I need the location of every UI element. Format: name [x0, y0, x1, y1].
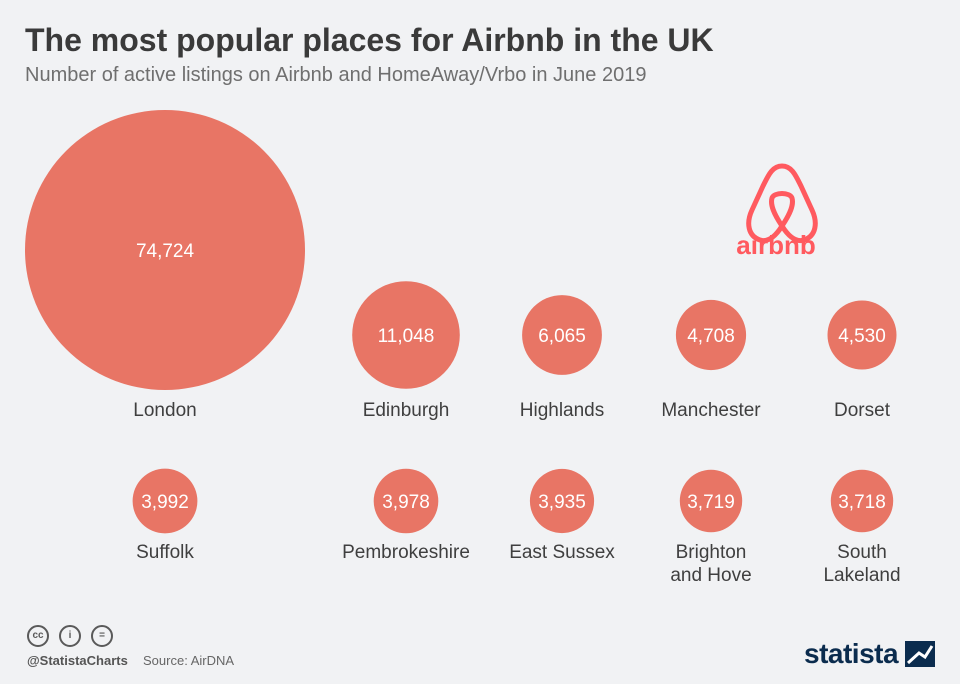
- cc-icon: cc: [27, 625, 49, 647]
- bubble-chart: 74,724 London 11,048 Edinburgh 6,065 Highland…: [25, 110, 901, 586]
- footer-handle: @StatistaCharts: [27, 653, 128, 668]
- bubble-manchester: [675, 299, 747, 371]
- category-label-brighton-and-hove: Brighton: [676, 542, 747, 563]
- bubble-east-sussex: [529, 468, 595, 534]
- airbnb-wordmark: airbnb: [736, 230, 815, 260]
- bubble-brighton-and-hove: [679, 469, 743, 533]
- bubble-london: [25, 110, 305, 390]
- value-label-dorset: 4,530: [838, 326, 886, 347]
- bubble-pembrokeshire: [373, 468, 439, 534]
- footer-source: Source: AirDNA: [143, 653, 235, 668]
- value-label-manchester: 4,708: [687, 326, 735, 347]
- category-label-south-lakeland: Lakeland: [823, 565, 900, 586]
- bubble-suffolk: [132, 468, 198, 534]
- attribution-icon: i: [59, 625, 81, 647]
- category-label-east-sussex: East Sussex: [509, 542, 615, 563]
- chart-subtitle: Number of active listings on Airbnb and …: [25, 64, 647, 86]
- category-label-dorset: Dorset: [834, 400, 891, 421]
- category-label-highlands: Highlands: [520, 400, 605, 421]
- value-label-south-lakeland: 3,718: [838, 492, 886, 513]
- statista-mark-icon: [905, 641, 935, 667]
- category-label-london: London: [133, 400, 196, 421]
- category-label-pembrokeshire: Pembrokeshire: [342, 542, 470, 563]
- category-label-edinburgh: Edinburgh: [363, 400, 450, 421]
- value-label-east-sussex: 3,935: [538, 492, 586, 513]
- bubble-edinburgh: [352, 281, 460, 389]
- category-label-south-lakeland: South: [837, 542, 887, 563]
- no-derivatives-icon: =: [91, 625, 113, 647]
- value-label-edinburgh: 11,048: [378, 326, 435, 347]
- bubble-dorset: [827, 300, 897, 370]
- value-label-pembrokeshire: 3,978: [382, 492, 430, 513]
- bubble-layer: 74,724 London 11,048 Edinburgh 6,065 Highland…: [25, 110, 901, 586]
- bubble-south-lakeland: [830, 469, 894, 533]
- airbnb-logo: airbnb: [736, 163, 818, 260]
- value-label-highlands: 6,065: [538, 326, 586, 347]
- category-label-suffolk: Suffolk: [136, 542, 194, 563]
- statista-logo: statista: [804, 638, 899, 669]
- airbnb-belo-icon: [746, 163, 818, 244]
- chart-title: The most popular places for Airbnb in th…: [25, 22, 714, 58]
- category-label-manchester: Manchester: [661, 400, 761, 421]
- value-label-suffolk: 3,992: [141, 492, 189, 513]
- value-label-london: 74,724: [136, 241, 195, 262]
- value-label-brighton-and-hove: 3,719: [687, 492, 735, 513]
- category-label-brighton-and-hove: and Hove: [670, 565, 751, 586]
- bubble-highlands: [522, 295, 602, 375]
